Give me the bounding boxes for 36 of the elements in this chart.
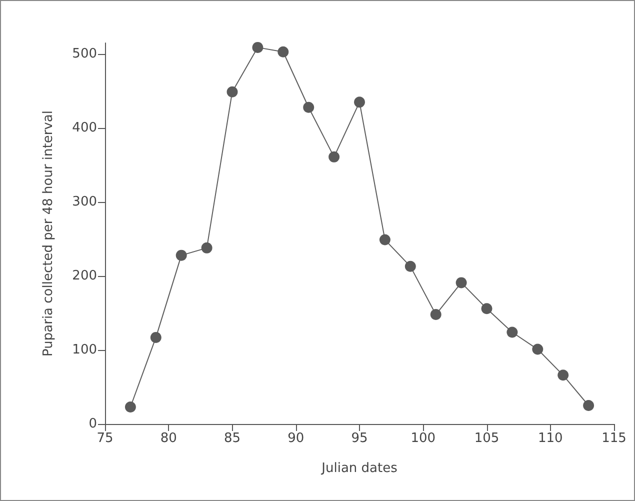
y-tick-label: 0 — [88, 416, 97, 432]
x-tick-label: 110 — [538, 431, 563, 446]
point — [532, 344, 544, 355]
point — [328, 151, 340, 162]
point — [379, 234, 390, 246]
x-tick-label: 105 — [474, 431, 500, 446]
x-tick-label: 95 — [351, 431, 368, 446]
x-tick-label: 75 — [96, 431, 114, 446]
y-tick-label: 100 — [72, 342, 97, 358]
point — [226, 86, 238, 98]
y-axis-title: Puparia collected per 48 hour interval — [41, 110, 56, 356]
point — [176, 250, 187, 261]
x-tick-label: 80 — [160, 431, 177, 446]
x-tick-label: 115 — [602, 431, 626, 446]
y-tick-label: 200 — [72, 268, 97, 284]
y-tick-label: 300 — [72, 194, 97, 210]
point — [404, 260, 416, 272]
point — [430, 309, 442, 320]
point — [252, 42, 264, 53]
x-tick-label: 85 — [224, 431, 241, 446]
point — [150, 332, 162, 343]
point — [124, 401, 136, 412]
y-tick-label: 400 — [72, 120, 97, 136]
point — [506, 326, 518, 338]
point — [558, 370, 569, 381]
point — [201, 242, 212, 254]
x-tick-label: 90 — [288, 431, 304, 446]
point — [278, 46, 289, 58]
point — [583, 400, 594, 411]
point — [481, 303, 492, 314]
point — [456, 277, 467, 288]
x-tick-label: 100 — [410, 431, 436, 446]
point — [354, 96, 365, 108]
y-tick-label: 500 — [72, 46, 97, 62]
x-axis-title: Julian dates — [320, 461, 398, 476]
point — [303, 102, 314, 113]
